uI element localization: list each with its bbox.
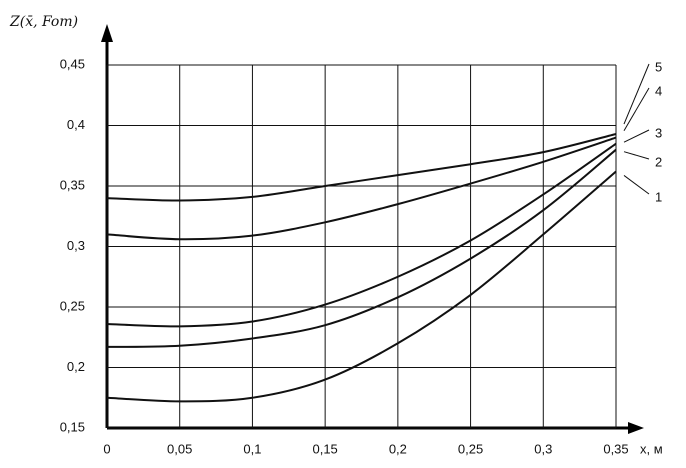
series-line bbox=[106, 136, 617, 241]
x-axis-label: x, м bbox=[640, 441, 663, 456]
x-tick-label: 0 bbox=[103, 441, 110, 456]
legend-leader bbox=[623, 87, 650, 132]
x-tick-label: 0,3 bbox=[534, 441, 552, 456]
y-tick-label: 0,3 bbox=[67, 238, 85, 253]
x-tick-label: 0,35 bbox=[603, 441, 628, 456]
y-tick-label: 0,25 bbox=[60, 298, 85, 313]
legend-label: 4 bbox=[655, 83, 662, 98]
series-line bbox=[106, 142, 617, 328]
x-tick-label: 0,2 bbox=[389, 441, 407, 456]
legend-label: 1 bbox=[655, 189, 662, 204]
y-axis-label: Z(x̄, Fom) bbox=[9, 14, 78, 30]
series-line bbox=[106, 132, 617, 202]
legend-leader bbox=[623, 175, 650, 195]
series-line bbox=[106, 170, 617, 403]
legend-leader bbox=[623, 129, 650, 143]
legend-label: 2 bbox=[655, 154, 662, 169]
y-tick-label: 0,4 bbox=[67, 117, 85, 132]
x-tick-label: 0,15 bbox=[312, 441, 337, 456]
legend-label: 3 bbox=[655, 125, 662, 140]
legend-leader bbox=[623, 63, 650, 125]
x-axis-arrow bbox=[628, 422, 644, 434]
x-tick-label: 0,25 bbox=[458, 441, 483, 456]
y-tick-label: 0,45 bbox=[60, 56, 85, 71]
x-tick-label: 0,1 bbox=[243, 441, 261, 456]
x-tick-label: 0,05 bbox=[167, 441, 192, 456]
y-tick-label: 0,35 bbox=[60, 177, 85, 192]
legend-leader bbox=[623, 151, 650, 160]
y-tick-label: 0,2 bbox=[67, 359, 85, 374]
y-axis-arrow bbox=[101, 24, 113, 42]
series-line bbox=[106, 148, 617, 348]
legend-label: 5 bbox=[655, 59, 662, 74]
y-tick-label: 0,15 bbox=[60, 419, 85, 434]
